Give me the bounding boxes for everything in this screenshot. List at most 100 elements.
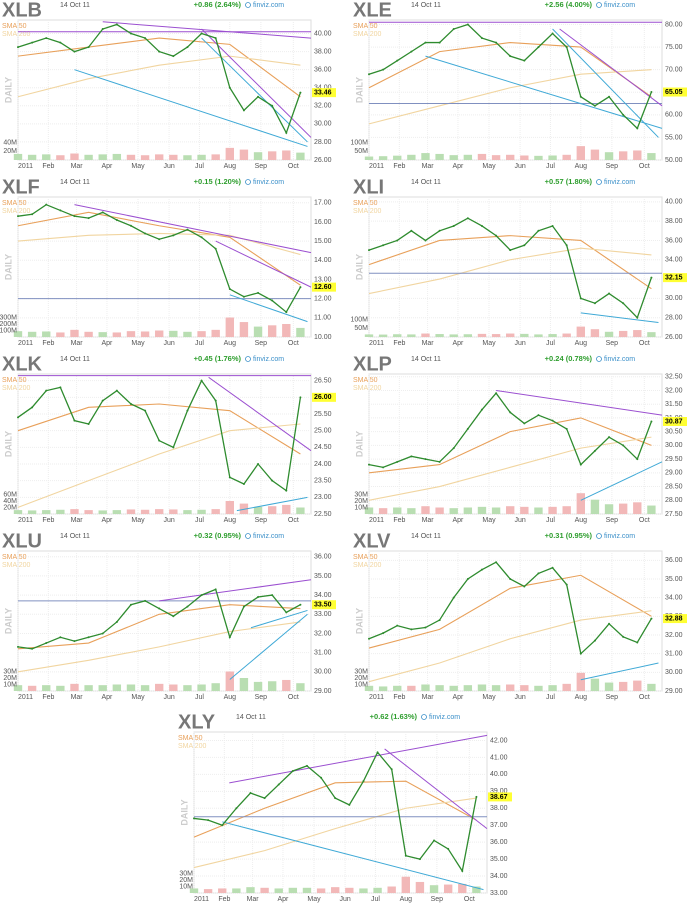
x-tick-label: 2011: [369, 517, 384, 524]
volume-bar: [267, 151, 277, 160]
trendline: [201, 28, 312, 138]
y-tick-label: 28.50: [665, 483, 683, 490]
x-tick-label: Jun: [514, 340, 525, 347]
price-point: [115, 23, 118, 26]
volume-bar: [378, 686, 388, 691]
y-tick-label: 35.00: [314, 573, 332, 580]
price-point: [115, 389, 118, 392]
volume-bar: [562, 154, 571, 160]
x-tick-label: 2011: [18, 694, 33, 701]
volume-bar: [633, 680, 642, 691]
volume-bar: [647, 505, 656, 514]
price-point: [424, 41, 427, 44]
x-tick-label: Sep: [431, 896, 444, 903]
price-point: [291, 769, 294, 772]
volume-bar: [590, 329, 600, 337]
source: finviz.com: [429, 714, 460, 721]
last-price-label: 33.46: [314, 89, 332, 96]
volume-bar: [477, 333, 487, 337]
y-tick-label: 30.00: [665, 669, 683, 676]
last-price-label: 65.05: [665, 89, 683, 96]
volume-bar: [435, 685, 444, 691]
price-point: [579, 463, 582, 466]
x-tick-label: Aug: [575, 340, 588, 347]
date: 14 Oct 11: [60, 179, 90, 186]
x-tick-label: Aug: [224, 694, 237, 701]
volume-bar: [618, 681, 628, 691]
y-tick-label: 30.50: [665, 428, 683, 435]
trendline: [580, 312, 659, 324]
price-point: [551, 32, 554, 35]
price-point: [59, 636, 62, 639]
price-point: [207, 819, 210, 822]
trendline: [74, 204, 312, 254]
x-tick-label: 2011: [369, 340, 384, 347]
y-tick-label: 29.00: [665, 688, 683, 695]
volume-bar: [112, 153, 122, 160]
volume-bar: [27, 154, 37, 160]
change: +0.15 (1.20%): [194, 177, 242, 186]
price-point: [636, 641, 639, 644]
price-point: [424, 239, 427, 242]
x-tick-label: Oct: [639, 517, 650, 524]
x-tick-label: Feb: [42, 517, 54, 524]
volume-bar: [618, 151, 628, 160]
volume-tick-label: 100M: [351, 140, 368, 147]
price-point: [480, 568, 483, 571]
last-price-box: [312, 88, 336, 98]
volume-bar: [140, 509, 150, 514]
plot-area: [193, 731, 488, 894]
sma-line: [193, 797, 477, 869]
volume-bar: [282, 679, 291, 691]
trendline: [580, 461, 663, 501]
volume-bar: [282, 150, 291, 160]
volume-tick-label: 100M: [351, 317, 368, 324]
volume-tick-label: 30M: [354, 491, 368, 498]
y-tick-label: 32.50: [665, 374, 683, 381]
volume-tick-label: 20M: [179, 877, 193, 884]
x-tick-label: May: [482, 517, 496, 524]
volume-bar: [211, 154, 220, 160]
price-point: [495, 561, 498, 564]
price-point: [593, 104, 596, 107]
stock-chart: XLY 14 Oct 11 +0.62 (1.63%) finviz.com SMA 5…: [178, 712, 512, 903]
price-point: [144, 409, 147, 412]
x-tick-label: Feb: [393, 517, 405, 524]
sma-line: [368, 417, 652, 474]
price-point: [368, 73, 370, 76]
price-point: [31, 406, 34, 409]
x-tick-label: May: [131, 694, 145, 701]
plot-area: [17, 373, 312, 515]
legend-entry: SMA 200: [353, 562, 382, 569]
volume-bar: [378, 334, 388, 337]
x-tick-label: Oct: [639, 163, 650, 170]
price-point: [59, 41, 62, 44]
price-point: [200, 594, 203, 597]
sma-line: [368, 69, 652, 125]
last-price-label: 12.60: [314, 284, 332, 291]
x-tick-label: Oct: [288, 163, 299, 170]
price-point: [101, 211, 104, 214]
volume-bar: [463, 154, 473, 160]
trendline: [229, 734, 488, 784]
price-point: [271, 104, 274, 107]
source-icon: [245, 356, 251, 362]
price-point: [73, 215, 76, 218]
price-point: [537, 229, 540, 232]
volume-bar: [590, 678, 600, 691]
volume-bar: [477, 153, 487, 160]
x-tick-label: Aug: [575, 517, 588, 524]
y-tick-label: 40.00: [314, 30, 332, 37]
price-point: [495, 234, 498, 237]
volume-bar: [211, 329, 220, 337]
trendline: [229, 613, 308, 680]
volume-bar: [393, 334, 402, 337]
price-point: [461, 869, 464, 872]
x-tick-label: Mar: [71, 163, 84, 170]
volume-bar: [239, 149, 249, 160]
x-tick-label: Jun: [163, 694, 174, 701]
side-label: DAILY: [354, 254, 364, 280]
price-point: [172, 55, 175, 58]
volume-bar: [197, 509, 206, 514]
plot-area: [17, 550, 312, 692]
